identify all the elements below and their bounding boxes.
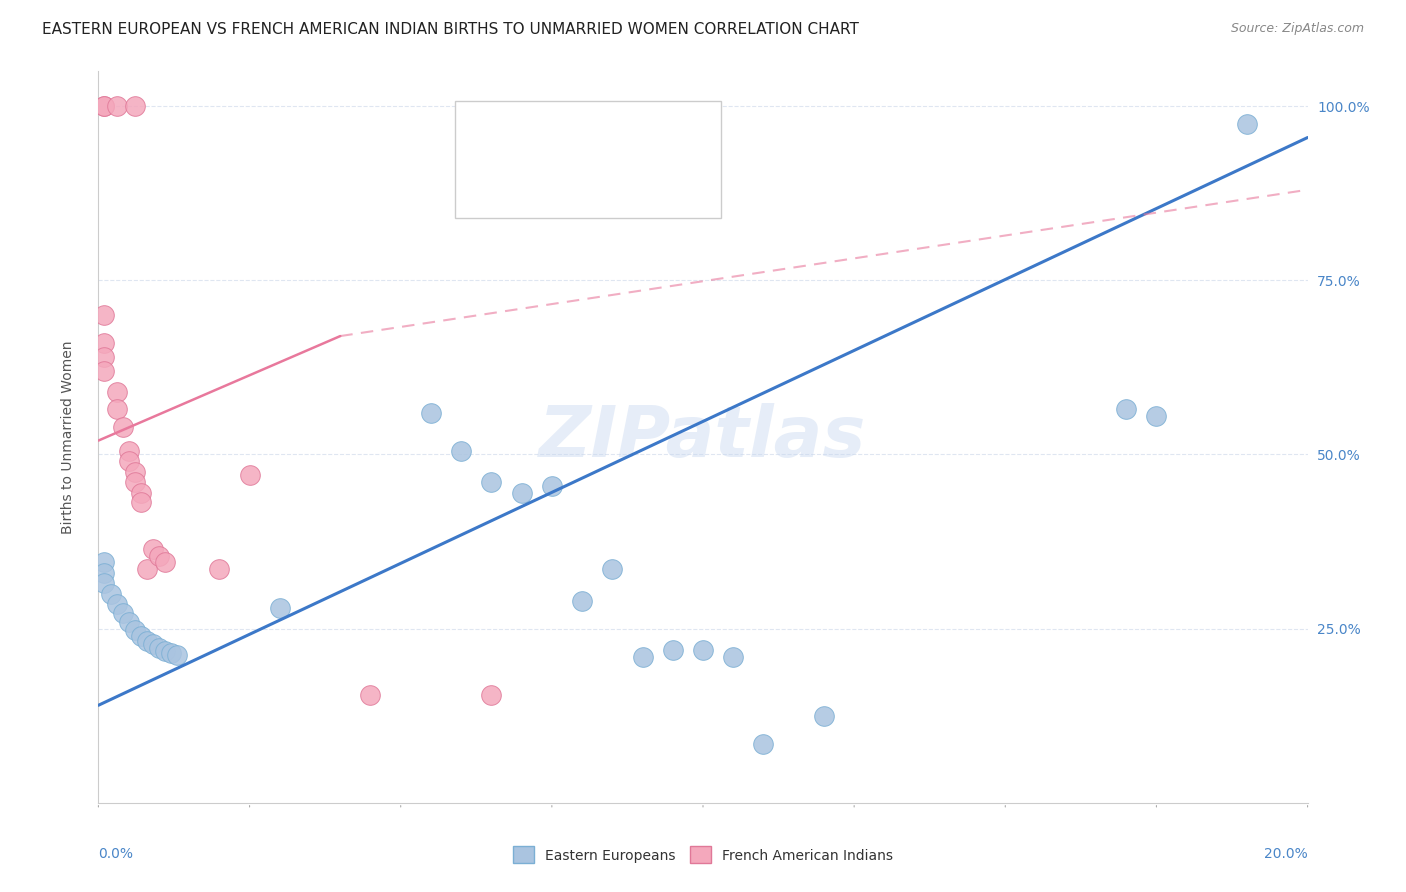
Point bbox=[1115, 402, 1137, 417]
Point bbox=[111, 607, 134, 621]
Point bbox=[148, 641, 170, 656]
Point bbox=[118, 615, 141, 629]
Point bbox=[813, 708, 835, 723]
Point bbox=[142, 541, 165, 556]
Point bbox=[124, 623, 146, 637]
Point bbox=[661, 642, 683, 657]
Point bbox=[631, 649, 654, 664]
Text: Source: ZipAtlas.com: Source: ZipAtlas.com bbox=[1230, 22, 1364, 36]
Point bbox=[153, 644, 176, 658]
Point bbox=[752, 737, 775, 751]
Point bbox=[105, 597, 128, 611]
Point bbox=[111, 419, 134, 434]
Point bbox=[129, 495, 152, 509]
Point bbox=[129, 629, 152, 643]
Point bbox=[93, 336, 115, 351]
Point bbox=[510, 485, 533, 500]
Point bbox=[100, 587, 122, 601]
Point bbox=[93, 576, 115, 591]
Point bbox=[602, 562, 624, 576]
Point bbox=[93, 350, 115, 364]
Point bbox=[1236, 117, 1258, 131]
Text: 20.0%: 20.0% bbox=[1264, 847, 1308, 861]
Point bbox=[118, 444, 141, 458]
Point bbox=[481, 688, 503, 702]
Point bbox=[166, 648, 188, 662]
Text: ZIPatlas: ZIPatlas bbox=[540, 402, 866, 472]
Point bbox=[692, 642, 714, 657]
Point bbox=[124, 475, 146, 490]
Point bbox=[129, 485, 152, 500]
Point bbox=[239, 468, 262, 483]
Point bbox=[124, 465, 146, 479]
Point bbox=[540, 479, 562, 493]
Legend: Eastern Europeans, French American Indians: Eastern Europeans, French American India… bbox=[508, 841, 898, 869]
Point bbox=[571, 594, 593, 608]
Point bbox=[148, 549, 170, 563]
Point bbox=[118, 454, 141, 468]
Point bbox=[93, 99, 115, 113]
Point bbox=[93, 566, 115, 580]
Point bbox=[93, 99, 115, 113]
Point bbox=[1144, 409, 1167, 424]
Point bbox=[142, 637, 165, 651]
Text: 0.0%: 0.0% bbox=[98, 847, 134, 861]
Point bbox=[93, 556, 115, 570]
Point bbox=[153, 556, 176, 570]
Point bbox=[360, 688, 382, 702]
Point bbox=[450, 444, 472, 458]
Y-axis label: Births to Unmarried Women: Births to Unmarried Women bbox=[60, 341, 75, 533]
Point bbox=[269, 600, 291, 615]
Point bbox=[135, 562, 157, 576]
Point bbox=[420, 406, 443, 420]
Text: EASTERN EUROPEAN VS FRENCH AMERICAN INDIAN BIRTHS TO UNMARRIED WOMEN CORRELATION: EASTERN EUROPEAN VS FRENCH AMERICAN INDI… bbox=[42, 22, 859, 37]
Point bbox=[124, 99, 146, 113]
Point bbox=[160, 646, 183, 660]
Point bbox=[93, 308, 115, 322]
Point bbox=[105, 99, 128, 113]
Point bbox=[93, 364, 115, 378]
Point bbox=[105, 402, 128, 417]
Point bbox=[481, 475, 503, 490]
Point bbox=[208, 562, 231, 576]
Point bbox=[105, 384, 128, 399]
Point bbox=[723, 649, 745, 664]
Point bbox=[135, 634, 157, 648]
